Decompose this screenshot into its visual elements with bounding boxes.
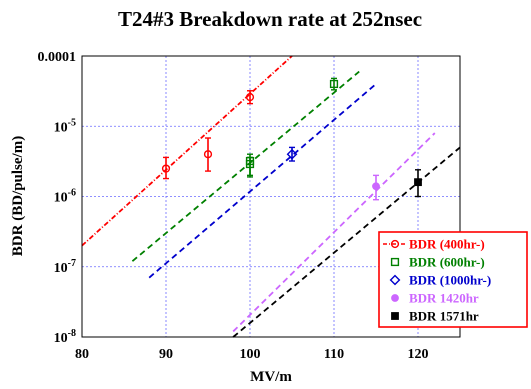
data-point [203, 150, 213, 159]
plot-frame [81, 55, 461, 338]
x-tick-label: 110 [324, 347, 344, 362]
data-point [414, 178, 422, 187]
x-axis-label: MV/m [250, 369, 292, 385]
legend-box [378, 231, 528, 328]
data-point [391, 294, 399, 302]
data-points [161, 77, 422, 201]
legend-label: BDR (600hr-) [409, 255, 485, 270]
y-tick-labels: 10-8 10-7 10-6 10-5 0.0001 [38, 50, 77, 346]
data-point [391, 312, 399, 320]
fit-lines [81, 55, 461, 338]
data-point [245, 92, 255, 102]
x-tick-labels: 80 90 100 110 120 [75, 347, 429, 362]
x-tick-label: 90 [159, 347, 173, 362]
legend-label: BDR 1571hr [409, 309, 479, 324]
data-point [390, 257, 400, 267]
data-point [161, 164, 171, 173]
y-tick-label: 10-5 [54, 117, 76, 135]
data-point [329, 79, 339, 89]
legend: BDR (400hr-) BDR (600hr-) BDR (1000hr-) BDR… [378, 231, 528, 328]
y-axis-label: BDR (BD/pulse/m) [10, 136, 26, 256]
chart-title: T24#3 Breakdown rate at 252nsec [118, 7, 422, 31]
x-tick-label: 120 [408, 347, 429, 362]
data-point [245, 159, 255, 169]
x-tick-label: 100 [240, 347, 261, 362]
data-point [286, 148, 298, 160]
legend-label: BDR (1000hr-) [409, 273, 491, 288]
legend-label: BDR (400hr-) [409, 237, 485, 252]
fit-line [232, 132, 436, 333]
legend-label: BDR 1420hr [409, 291, 479, 306]
x-tick-label: 80 [75, 347, 89, 362]
data-point [390, 239, 400, 249]
y-tick-label: 10-8 [54, 328, 76, 346]
y-tick-label: 10-6 [54, 188, 76, 206]
y-tick-label: 10-7 [54, 258, 76, 276]
data-point [389, 274, 401, 286]
y-tick-label: 0.0001 [38, 50, 77, 65]
data-point [372, 182, 380, 191]
fit-line [81, 55, 293, 247]
